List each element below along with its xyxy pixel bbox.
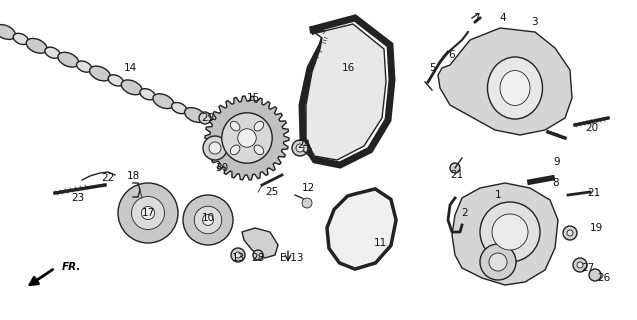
Circle shape xyxy=(567,230,573,236)
Text: 16: 16 xyxy=(341,63,355,73)
Circle shape xyxy=(183,195,233,245)
Circle shape xyxy=(118,183,178,243)
Ellipse shape xyxy=(76,61,92,72)
Text: 12: 12 xyxy=(301,183,315,193)
Ellipse shape xyxy=(254,145,264,155)
Ellipse shape xyxy=(0,25,15,39)
Text: 10: 10 xyxy=(201,213,215,223)
Circle shape xyxy=(209,142,221,154)
Text: 27: 27 xyxy=(582,263,594,273)
Ellipse shape xyxy=(487,57,543,119)
Circle shape xyxy=(231,248,245,262)
Circle shape xyxy=(235,252,241,258)
Circle shape xyxy=(589,269,601,281)
Text: 15: 15 xyxy=(247,93,260,103)
Circle shape xyxy=(199,112,211,124)
Circle shape xyxy=(573,258,587,272)
Ellipse shape xyxy=(121,80,142,95)
Text: 26: 26 xyxy=(598,273,611,283)
Polygon shape xyxy=(328,190,395,268)
Circle shape xyxy=(203,214,213,226)
Text: 30: 30 xyxy=(215,163,229,173)
Circle shape xyxy=(292,140,308,156)
Ellipse shape xyxy=(90,66,110,81)
Ellipse shape xyxy=(13,33,29,44)
Ellipse shape xyxy=(254,121,264,131)
Text: 20: 20 xyxy=(585,123,599,133)
Ellipse shape xyxy=(153,94,174,108)
Text: 2: 2 xyxy=(462,208,468,218)
Ellipse shape xyxy=(108,75,124,86)
Text: 18: 18 xyxy=(126,171,140,181)
Circle shape xyxy=(480,202,540,262)
Circle shape xyxy=(480,244,516,280)
Circle shape xyxy=(238,129,256,147)
Polygon shape xyxy=(438,28,572,135)
Text: 23: 23 xyxy=(71,193,85,203)
Circle shape xyxy=(302,198,312,208)
Ellipse shape xyxy=(185,108,205,123)
Text: 5: 5 xyxy=(429,63,435,73)
Text: 25: 25 xyxy=(266,187,278,197)
Ellipse shape xyxy=(45,47,60,58)
Text: FR.: FR. xyxy=(62,262,82,272)
Text: 22: 22 xyxy=(101,173,115,183)
Circle shape xyxy=(489,253,507,271)
Circle shape xyxy=(253,250,263,260)
Circle shape xyxy=(296,144,304,152)
Text: 19: 19 xyxy=(589,223,603,233)
Polygon shape xyxy=(205,96,289,180)
Text: 14: 14 xyxy=(124,63,136,73)
Ellipse shape xyxy=(58,52,79,67)
Circle shape xyxy=(563,226,577,240)
Text: 3: 3 xyxy=(531,17,538,27)
Circle shape xyxy=(131,196,164,229)
Ellipse shape xyxy=(171,102,187,114)
Polygon shape xyxy=(306,24,386,160)
Text: 21: 21 xyxy=(450,170,464,180)
Circle shape xyxy=(141,206,155,220)
Circle shape xyxy=(577,262,583,268)
Ellipse shape xyxy=(140,89,155,100)
Ellipse shape xyxy=(231,121,240,131)
Text: 13: 13 xyxy=(231,253,245,263)
Text: 21: 21 xyxy=(587,188,601,198)
Text: 29: 29 xyxy=(201,113,215,123)
Text: 8: 8 xyxy=(553,178,559,188)
Ellipse shape xyxy=(26,38,47,53)
Polygon shape xyxy=(242,228,278,258)
Text: 24: 24 xyxy=(297,140,311,150)
Text: 28: 28 xyxy=(252,253,264,263)
Text: 6: 6 xyxy=(448,50,455,60)
Polygon shape xyxy=(452,183,558,285)
Text: 4: 4 xyxy=(499,13,506,23)
Text: 1: 1 xyxy=(495,190,501,200)
Circle shape xyxy=(450,163,460,173)
Circle shape xyxy=(492,214,528,250)
Circle shape xyxy=(222,113,272,163)
Text: 17: 17 xyxy=(141,208,155,218)
Ellipse shape xyxy=(231,145,240,155)
Text: E-13: E-13 xyxy=(280,253,304,263)
Text: 11: 11 xyxy=(373,238,387,248)
Text: 7: 7 xyxy=(473,13,479,23)
Circle shape xyxy=(194,206,222,234)
Ellipse shape xyxy=(500,70,530,106)
Text: 9: 9 xyxy=(554,157,561,167)
Circle shape xyxy=(203,136,227,160)
